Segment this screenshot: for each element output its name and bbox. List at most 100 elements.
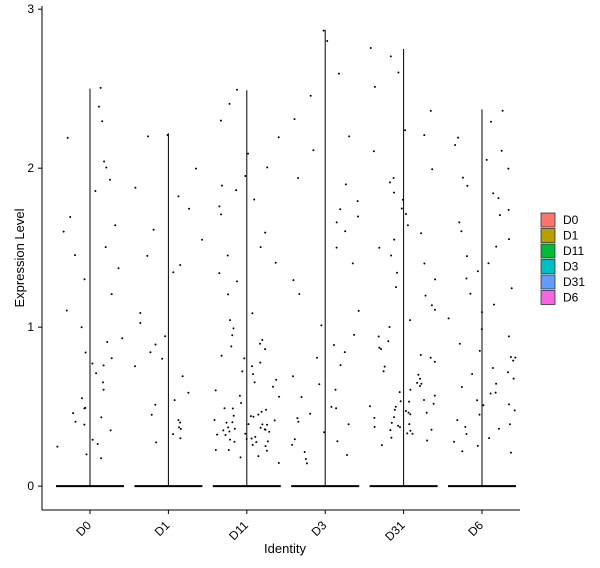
- data-point: [378, 346, 381, 349]
- data-point: [456, 419, 459, 422]
- data-point: [106, 341, 109, 343]
- data-point: [389, 429, 392, 432]
- data-point: [508, 238, 510, 241]
- data-point: [490, 120, 492, 123]
- data-point: [91, 362, 94, 365]
- data-point: [409, 429, 412, 432]
- data-point: [139, 322, 142, 324]
- data-point: [394, 405, 397, 408]
- data-point: [380, 348, 382, 350]
- data-point: [277, 462, 280, 464]
- data-point: [420, 382, 423, 385]
- data-point: [395, 286, 397, 289]
- data-point: [244, 432, 247, 435]
- data-point: [250, 437, 253, 440]
- data-point: [233, 427, 236, 430]
- data-point: [461, 176, 464, 179]
- data-point: [339, 364, 342, 367]
- x-tick-label: D0: [73, 518, 94, 539]
- data-point: [423, 399, 425, 401]
- data-point: [398, 391, 401, 394]
- data-point: [146, 254, 149, 257]
- data-point: [236, 280, 238, 283]
- data-point: [177, 419, 180, 422]
- data-point: [147, 135, 150, 138]
- data-point: [335, 407, 338, 410]
- data-point: [492, 192, 495, 195]
- data-point: [465, 277, 468, 280]
- data-point: [292, 279, 295, 282]
- data-point: [336, 440, 339, 443]
- data-point: [261, 339, 264, 341]
- data-point: [416, 381, 419, 384]
- data-point: [264, 231, 267, 234]
- data-point: [259, 426, 262, 429]
- data-point: [487, 262, 490, 265]
- data-point: [149, 351, 152, 354]
- data-point: [425, 411, 428, 414]
- data-point: [297, 420, 300, 423]
- legend-swatch-D0: [540, 212, 556, 228]
- data-point: [166, 134, 169, 136]
- data-point: [251, 444, 254, 446]
- legend-label-D1: D1: [563, 229, 579, 243]
- data-point: [235, 189, 238, 192]
- data-point: [482, 404, 485, 407]
- legend-label-D3: D3: [563, 260, 579, 274]
- data-point: [337, 72, 340, 75]
- data-point: [85, 453, 88, 456]
- data-point: [409, 413, 412, 416]
- data-point: [433, 394, 436, 397]
- data-point: [260, 410, 263, 413]
- data-point: [247, 152, 249, 155]
- data-point: [179, 437, 182, 440]
- data-point: [348, 135, 351, 138]
- data-point: [346, 454, 348, 456]
- data-point: [150, 413, 153, 416]
- data-point: [429, 356, 432, 359]
- data-point: [83, 423, 86, 426]
- data-point: [102, 381, 104, 384]
- data-point: [399, 400, 402, 403]
- data-point: [404, 129, 407, 132]
- data-point: [266, 440, 269, 443]
- data-point: [94, 190, 97, 192]
- data-point: [155, 441, 158, 444]
- data-point: [497, 197, 500, 200]
- data-point: [320, 324, 323, 327]
- data-point: [480, 328, 483, 331]
- y-axis-ticks: 0 1 2 3: [27, 2, 42, 493]
- data-point: [259, 361, 262, 364]
- data-point: [326, 40, 329, 42]
- data-point: [514, 356, 517, 359]
- data-point: [164, 335, 167, 338]
- data-point: [309, 94, 312, 97]
- data-point: [213, 419, 216, 421]
- x-axis-title: Identity: [264, 541, 306, 556]
- data-point: [457, 136, 460, 139]
- data-point: [471, 373, 474, 375]
- data-point: [220, 213, 223, 216]
- data-point: [323, 431, 326, 434]
- data-point: [411, 432, 414, 435]
- data-point: [419, 385, 421, 387]
- data-point: [465, 433, 468, 435]
- data-point: [430, 304, 433, 307]
- data-point: [339, 208, 342, 211]
- data-point: [254, 435, 257, 438]
- data-point: [105, 166, 108, 169]
- y-tick-label: 1: [27, 320, 34, 334]
- data-point: [229, 438, 231, 441]
- data-point: [216, 433, 219, 436]
- data-point: [512, 359, 515, 362]
- data-point: [419, 377, 421, 380]
- data-point: [179, 421, 182, 424]
- data-point: [252, 415, 255, 418]
- data-point: [109, 178, 111, 181]
- data-point: [181, 375, 184, 378]
- data-point: [344, 230, 347, 233]
- data-point: [109, 429, 112, 432]
- data-point: [228, 430, 231, 433]
- data-point: [495, 245, 498, 248]
- data-point: [466, 255, 468, 258]
